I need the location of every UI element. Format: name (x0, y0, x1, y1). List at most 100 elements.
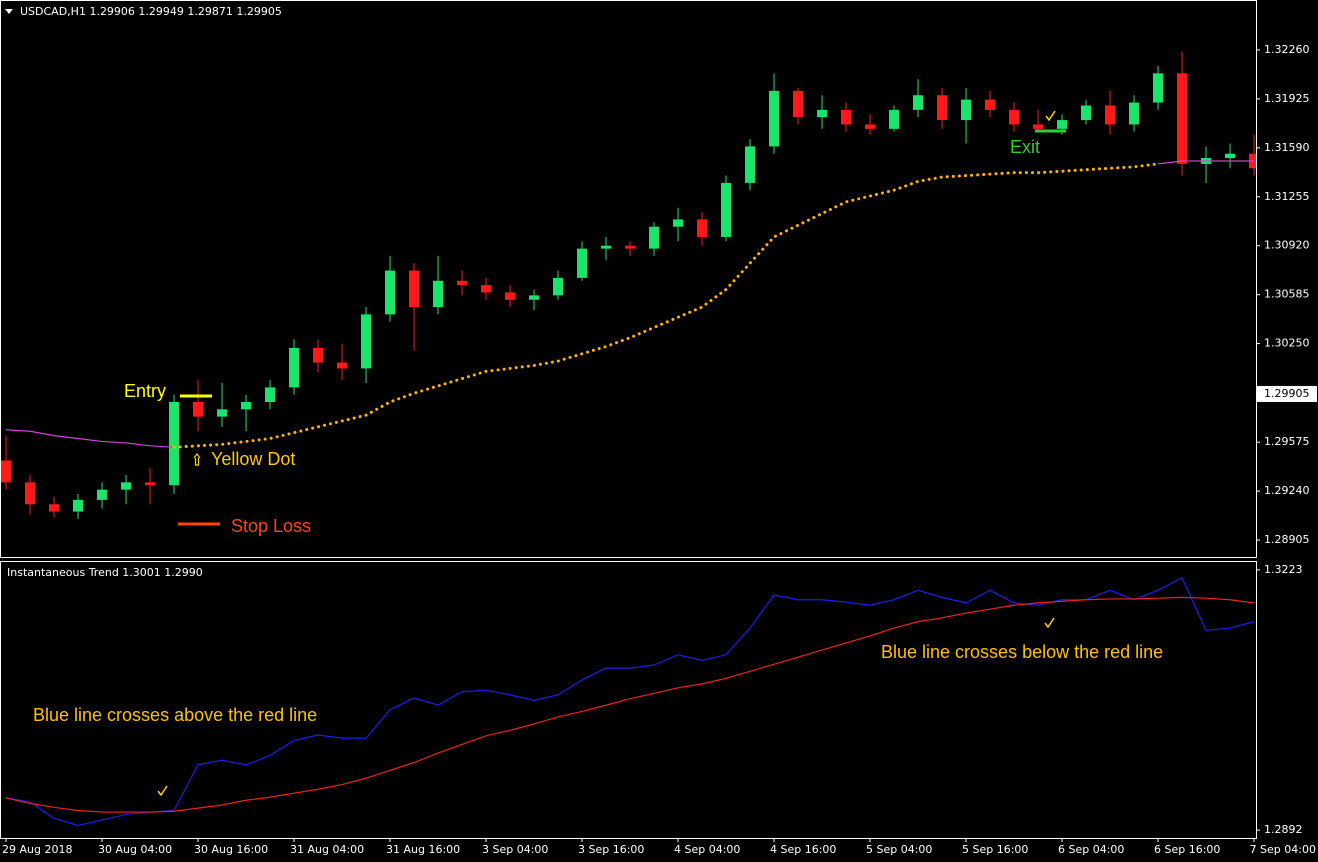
y-tick-label: 1.30585 (1264, 288, 1310, 301)
candle-body (145, 482, 155, 486)
y-tick-label: 1.31590 (1264, 141, 1310, 154)
indicator-line (172, 162, 1160, 449)
main-panel-frame (0, 0, 1257, 558)
x-tick-label: 3 Sep 04:00 (482, 843, 548, 856)
y-tick-label: 1.2892 (1264, 823, 1303, 836)
candle-body (1177, 73, 1187, 164)
y-tick-label: 1.30250 (1264, 337, 1310, 350)
candle-body (1129, 102, 1139, 125)
candle-body (745, 146, 755, 183)
candle-body (793, 90, 803, 118)
arrow-icon (193, 453, 201, 466)
candle-body (937, 95, 947, 121)
candle-body (697, 219, 707, 237)
x-tick-label: 31 Aug 16:00 (386, 843, 460, 856)
candle-body (1225, 153, 1235, 159)
y-tick-label: 1.32260 (1264, 43, 1310, 56)
y-tick-label: 1.28905 (1264, 533, 1310, 546)
candle-body (1153, 73, 1163, 103)
indicator-header: Instantaneous Trend 1.3001 1.2990 (7, 566, 203, 579)
x-tick-label: 30 Aug 16:00 (194, 843, 268, 856)
y-tick-label: 1.29575 (1264, 435, 1310, 448)
candle-body (457, 280, 467, 286)
candle-body (985, 99, 995, 110)
candle-body (217, 409, 227, 417)
candle-body (25, 482, 35, 505)
x-tick-label: 4 Sep 16:00 (770, 843, 836, 856)
annotation: Blue line crosses above the red line (33, 705, 317, 725)
x-tick-label: 3 Sep 16:00 (578, 843, 644, 856)
candle-body (433, 280, 443, 308)
main-header: USDCAD,H1 1.29906 1.29949 1.29871 1.2990… (20, 5, 282, 18)
candle-body (313, 347, 323, 363)
annotation: Stop Loss (231, 516, 311, 536)
candle-body (961, 99, 971, 121)
candle-body (265, 387, 275, 403)
candle-body (889, 109, 899, 129)
candle-body (73, 499, 83, 512)
candle-body (49, 504, 59, 512)
candle-body (193, 402, 203, 417)
candle-body (289, 347, 299, 388)
candle-body (481, 285, 491, 293)
axes: 1.32260 1.31925 1.31590 1.31255 1.30920 1.305… (2, 43, 1317, 856)
candle-body (505, 292, 515, 300)
last-price-box (1257, 385, 1317, 402)
check-icon (1045, 110, 1056, 122)
candle-body (721, 182, 731, 237)
indicator-line (1157, 160, 1254, 165)
y-tick-label: 1.30920 (1264, 239, 1310, 252)
x-tick-label: 6 Sep 16:00 (1154, 843, 1220, 856)
candle-body (649, 226, 659, 249)
candle-body (913, 95, 923, 110)
candle-body (625, 245, 635, 249)
candle-body (553, 277, 563, 296)
candle-body (385, 270, 395, 315)
check-icon (157, 785, 168, 797)
candle-body (409, 270, 419, 308)
candle-body (337, 362, 347, 369)
candle-body (673, 219, 683, 227)
annotation: Entry (124, 381, 166, 401)
candle-body (1081, 105, 1091, 121)
y-tick-label: 1.31255 (1264, 190, 1310, 203)
x-tick-label: 5 Sep 16:00 (962, 843, 1028, 856)
y-tick-label: 1.29240 (1264, 484, 1310, 497)
annotation: Exit (1010, 137, 1040, 157)
check-icon (1044, 617, 1055, 629)
main-plot (1, 51, 1256, 519)
annotation: Yellow Dot (211, 449, 295, 469)
candle-body (841, 109, 851, 125)
candle-body (865, 124, 875, 129)
indicator-plot (5, 577, 1255, 827)
x-tick-label: 31 Aug 04:00 (290, 843, 364, 856)
y-tick-label: 1.31925 (1264, 92, 1310, 105)
y-tick-label: 1.3223 (1264, 563, 1303, 576)
candle-body (769, 90, 779, 147)
x-tick-label: 30 Aug 04:00 (98, 843, 172, 856)
x-tick-label: 29 Aug 2018 (2, 843, 72, 856)
x-tick-label: 6 Sep 04:00 (1058, 843, 1124, 856)
candle-body (1, 460, 11, 483)
x-tick-label: 4 Sep 04:00 (674, 843, 740, 856)
menu-triangle[interactable] (5, 9, 13, 14)
x-tick-label: 5 Sep 04:00 (866, 843, 932, 856)
indicator-line (5, 596, 1255, 813)
indicator-line (5, 577, 1255, 827)
candle-body (577, 248, 587, 278)
candle-body (361, 314, 371, 369)
x-tick-label: 7 Sep 04:00 (1250, 843, 1316, 856)
candle-body (1033, 124, 1043, 129)
last-price-label: 1.29905 (1264, 387, 1310, 400)
candle-body (601, 245, 611, 249)
candle-body (529, 295, 539, 300)
candle-body (241, 402, 251, 410)
candle-body (1009, 109, 1019, 125)
indicator-line (5, 429, 175, 448)
indicator-panel-frame (0, 561, 1257, 839)
candle-body (97, 489, 107, 500)
candle-body (1057, 120, 1067, 129)
